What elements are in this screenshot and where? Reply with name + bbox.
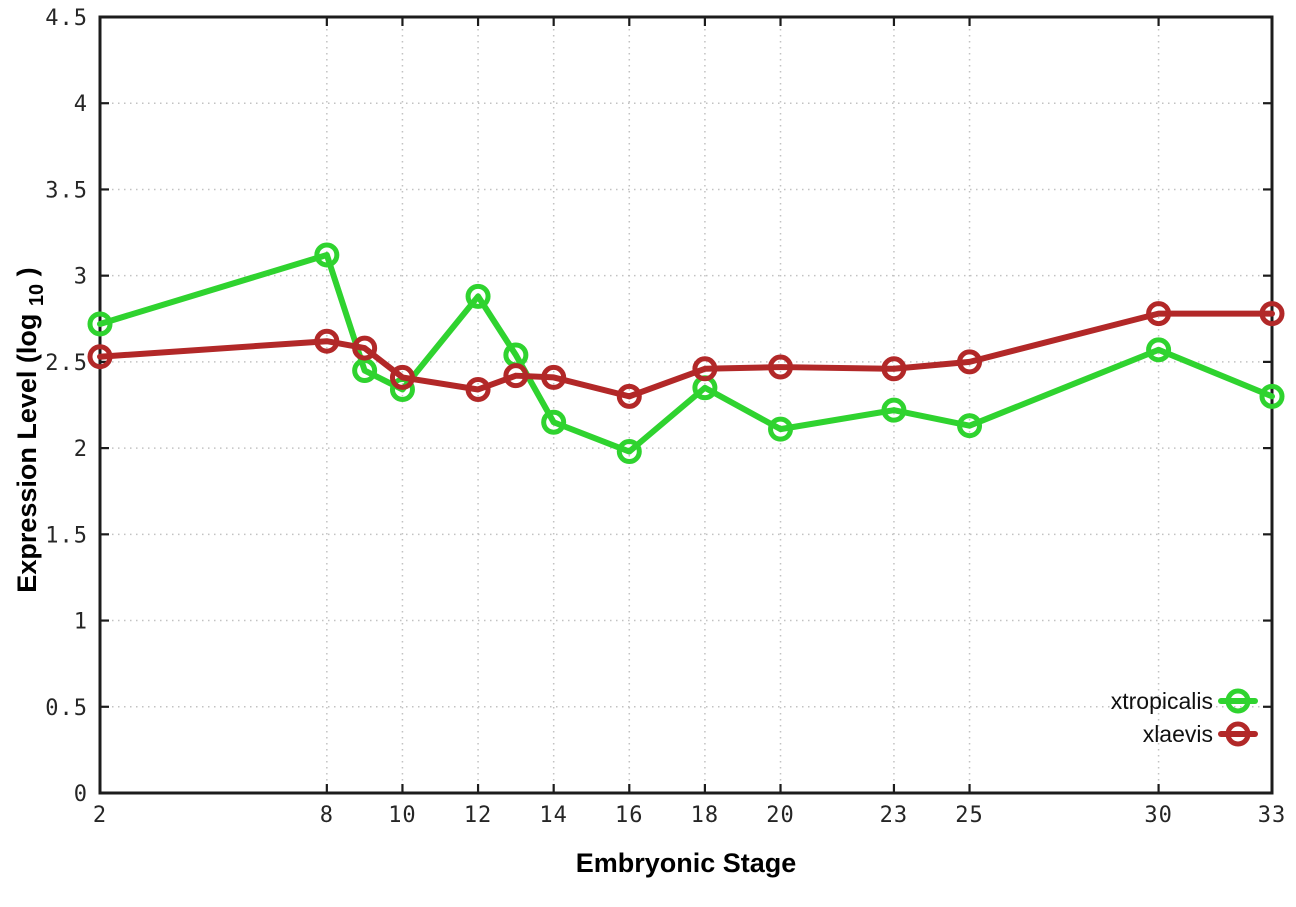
tick-labels: 2 8 10 12 14 16 18 20 23 25 30 33 0 0.5 1 1.5 2 2.5 3 3.5 4 4… — [45, 6, 1287, 828]
data-point-xlaevis — [503, 363, 529, 389]
x-tick-label: 14 — [539, 803, 568, 828]
x-tick-label: 25 — [955, 803, 984, 828]
y-axis-title: Expression Level (log 10 ) — [12, 267, 49, 592]
y-tick-label: 2.5 — [45, 351, 88, 376]
x-tick-label: 12 — [464, 803, 493, 828]
data-point-xtropicalis — [1146, 337, 1172, 363]
series-line-xlaevis — [97, 310, 1275, 400]
data-point-xlaevis — [616, 383, 642, 409]
data-point-xtropicalis — [87, 311, 113, 337]
legend-label-xlaevis: xlaevis — [1143, 721, 1213, 747]
y-tick-label: 4 — [74, 92, 88, 117]
y-tick-label: 0 — [74, 782, 88, 807]
legend-marker-point-xtropicalis — [1225, 688, 1251, 714]
y-tick-label: 1 — [74, 610, 88, 635]
data-point-xlaevis — [1146, 301, 1172, 327]
axis-ticks — [98, 15, 1274, 795]
x-tick-label: 2 — [93, 803, 107, 828]
series-line-xtropicalis — [97, 251, 1275, 455]
data-point-xlaevis — [465, 376, 491, 402]
data-point-xlaevis — [541, 364, 567, 390]
x-tick-label: 10 — [388, 803, 417, 828]
y-axis-title-main: Expression Level (log — [12, 314, 42, 593]
y-tick-label: 0.5 — [45, 696, 88, 721]
y-tick-label: 2 — [74, 437, 88, 462]
x-tick-label: 30 — [1144, 803, 1173, 828]
y-tick-label: 3 — [74, 265, 88, 290]
y-axis-title-close: ) — [12, 267, 42, 276]
data-point-xlaevis — [314, 328, 340, 354]
data-point-xlaevis — [1259, 301, 1285, 327]
data-point-xlaevis — [881, 356, 907, 382]
x-tick-label: 33 — [1258, 803, 1287, 828]
y-tick-label: 3.5 — [45, 178, 88, 203]
data-point-xlaevis — [389, 364, 415, 390]
data-point-xlaevis — [957, 349, 983, 375]
y-axis-title-subscript: 10 — [26, 284, 48, 306]
legend-marker-point-xlaevis — [1225, 721, 1251, 747]
x-tick-label: 16 — [615, 803, 644, 828]
data-point-xtropicalis — [957, 413, 983, 439]
data-point-xlaevis — [768, 354, 794, 380]
y-tick-label: 4.5 — [45, 6, 88, 31]
data-point-xtropicalis — [541, 409, 567, 435]
data-point-xtropicalis — [616, 439, 642, 465]
data-point-xtropicalis — [314, 242, 340, 268]
legend-markers — [1218, 688, 1258, 747]
data-point-xtropicalis — [881, 397, 907, 423]
data-point-xlaevis — [692, 356, 718, 382]
data-point-xlaevis — [87, 344, 113, 370]
x-axis-title: Embryonic Stage — [576, 848, 797, 878]
data-point-xlaevis — [352, 335, 378, 361]
y-tick-label: 1.5 — [45, 523, 88, 548]
data-series — [87, 242, 1285, 465]
x-tick-label: 20 — [766, 803, 795, 828]
data-point-xtropicalis — [768, 416, 794, 442]
legend-label-xtropicalis: xtropicalis — [1111, 688, 1213, 714]
data-point-xtropicalis — [1259, 383, 1285, 409]
x-tick-label: 18 — [691, 803, 720, 828]
x-tick-label: 23 — [880, 803, 909, 828]
x-tick-label: 8 — [320, 803, 334, 828]
data-point-xtropicalis — [465, 283, 491, 309]
